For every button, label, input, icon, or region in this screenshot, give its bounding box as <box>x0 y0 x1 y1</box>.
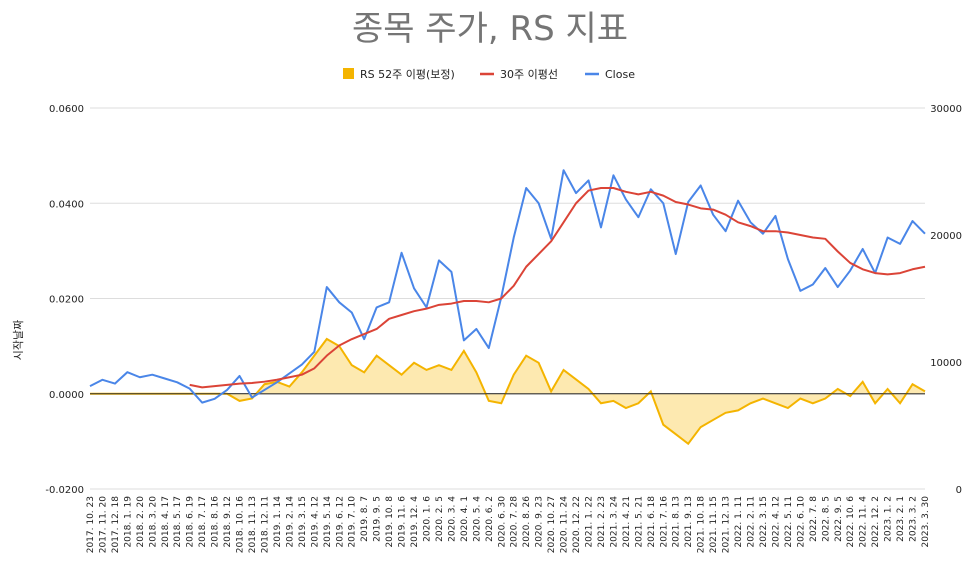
x-tick-label: 2021. 1. 22 <box>585 496 595 548</box>
y-axis-left-ticks: -0.0200 0.0000 0.0200 0.0400 0.0600 <box>45 104 84 496</box>
x-tick-label: 2021. 6. 18 <box>647 496 657 548</box>
x-tick-label: 2019. 9. 5 <box>373 496 383 542</box>
x-tick-label: 2021. 5. 21 <box>634 496 644 548</box>
x-tick-label: 2023. 3. 30 <box>921 496 931 548</box>
x-tick-label: 2022. 5. 11 <box>784 496 794 548</box>
x-tick-label: 2017. 11. 20 <box>98 496 108 554</box>
x-tick-label: 2021. 10. 18 <box>697 496 707 554</box>
x-tick-label: 2020. 9. 23 <box>535 496 545 548</box>
x-tick-label: 2022. 7. 8 <box>809 496 819 542</box>
x-tick-label: 2020. 2. 5 <box>435 496 445 542</box>
x-tick-label: 2020. 12. 22 <box>572 496 582 553</box>
y-axis-right-ticks: 0 10000 20000 30000 <box>930 104 962 496</box>
y-right-tick-label: 30000 <box>930 104 962 115</box>
x-tick-label: 2020. 8. 26 <box>522 496 532 548</box>
x-tick-label: 2021. 4. 21 <box>622 496 632 548</box>
x-tick-label: 2022. 11. 4 <box>859 496 869 548</box>
x-tick-label: 2018. 2. 20 <box>136 496 146 548</box>
x-tick-label: 2020. 3. 4 <box>447 496 457 542</box>
x-tick-label: 2018. 7. 17 <box>198 496 208 548</box>
x-tick-label: 2020. 11. 24 <box>560 496 570 554</box>
x-tick-label: 2018. 3. 20 <box>148 496 158 548</box>
close-series-line <box>89 169 926 404</box>
x-tick-label: 2021. 7. 16 <box>659 496 669 548</box>
x-tick-label: 2018. 6. 19 <box>186 496 196 548</box>
x-tick-label: 2020. 7. 28 <box>510 496 520 548</box>
x-tick-label: 2021. 8. 13 <box>672 496 682 548</box>
legend-label-close: Close <box>605 68 635 81</box>
x-tick-label: 2020. 1. 6 <box>422 496 432 542</box>
x-tick-label: 2021. 9. 13 <box>684 496 694 548</box>
x-tick-label: 2023. 2. 1 <box>896 496 906 542</box>
x-tick-label: 2019. 8. 7 <box>360 496 370 542</box>
x-tick-label: 2019. 11. 6 <box>398 496 408 548</box>
legend: RS 52주 이평(보정) 30주 이평선 Close <box>343 68 635 81</box>
legend-swatch-rs <box>343 68 354 79</box>
x-tick-label: 2022. 12. 2 <box>871 496 881 548</box>
y-right-tick-label: 0 <box>956 485 962 496</box>
y-left-tick-label: 0.0400 <box>49 199 84 210</box>
x-tick-label: 2018. 11. 13 <box>248 496 258 553</box>
x-tick-label: 2019. 2. 14 <box>285 496 295 548</box>
x-tick-label: 2020. 4. 1 <box>460 496 470 542</box>
legend-label-ma: 30주 이평선 <box>500 68 558 81</box>
x-tick-label: 2023. 3. 2 <box>909 496 919 542</box>
x-tick-label: 2022. 6. 10 <box>796 496 806 548</box>
x-tick-label: 2019. 1. 14 <box>273 496 283 548</box>
legend-label-rs: RS 52주 이평(보정) <box>360 68 455 81</box>
x-tick-label: 2020. 10. 27 <box>547 496 557 553</box>
x-tick-label: 2021. 3. 24 <box>609 496 619 548</box>
x-tick-label: 2019. 10. 8 <box>385 496 395 548</box>
y-left-tick-label: 0.0000 <box>49 390 84 401</box>
gridlines <box>90 107 925 490</box>
x-tick-label: 2020. 5. 4 <box>472 496 482 542</box>
x-tick-label: 2022. 2. 11 <box>747 496 757 548</box>
x-tick-label: 2019. 5. 14 <box>323 496 333 548</box>
x-tick-label: 2018. 4. 17 <box>161 496 171 548</box>
y-left-tick-label: -0.0200 <box>45 485 84 496</box>
x-tick-label: 2019. 7. 10 <box>348 496 358 548</box>
series-layer <box>89 169 926 446</box>
x-tick-label: 2022. 3. 15 <box>759 496 769 548</box>
rs-series-line <box>90 337 926 446</box>
x-tick-label: 2021. 2. 23 <box>597 496 607 548</box>
x-tick-label: 2018. 5. 17 <box>173 496 183 548</box>
x-tick-label: 2018. 10. 16 <box>236 496 246 554</box>
chart-title: 종목 주가, RS 지표 <box>352 9 628 49</box>
x-tick-label: 2018. 8. 16 <box>211 496 221 548</box>
x-tick-label: 2022. 4. 12 <box>771 496 781 548</box>
x-tick-label: 2022. 8. 5 <box>821 496 831 542</box>
x-tick-label: 2022. 1. 11 <box>734 496 744 548</box>
x-tick-label: 2020. 6. 30 <box>497 496 507 548</box>
x-tick-label: 2019. 4. 12 <box>310 496 320 548</box>
x-tick-label: 2018. 12. 11 <box>260 496 270 553</box>
y-left-tick-label: 0.0600 <box>49 104 84 115</box>
x-tick-label: 2018. 1. 19 <box>123 496 133 548</box>
x-tick-label: 2017. 12. 18 <box>111 496 121 554</box>
y-right-tick-label: 10000 <box>930 358 962 369</box>
x-tick-label: 2019. 6. 12 <box>335 496 345 548</box>
y-left-tick-label: 0.0200 <box>49 295 84 306</box>
x-tick-label: 2021. 12. 13 <box>722 496 732 553</box>
x-tick-label: 2018. 9. 12 <box>223 496 233 548</box>
y-axis-left-label: 시작날짜 <box>12 320 25 360</box>
ma-series-line <box>189 187 926 389</box>
y-right-tick-label: 20000 <box>930 231 962 242</box>
x-tick-label: 2022. 10. 6 <box>846 496 856 548</box>
x-tick-label: 2023. 1. 2 <box>884 496 894 542</box>
x-tick-label: 2017. 10. 23 <box>86 496 96 553</box>
x-tick-label: 2022. 9. 5 <box>834 496 844 542</box>
x-tick-label: 2020. 6. 2 <box>485 496 495 542</box>
x-tick-label: 2021. 11. 15 <box>709 496 719 553</box>
x-tick-label: 2019. 12. 4 <box>410 496 420 548</box>
x-tick-label: 2019. 3. 15 <box>298 496 308 548</box>
x-axis-ticks: 2017. 10. 23 2017. 11. 20 2017. 12. 18 2018… <box>86 496 931 554</box>
